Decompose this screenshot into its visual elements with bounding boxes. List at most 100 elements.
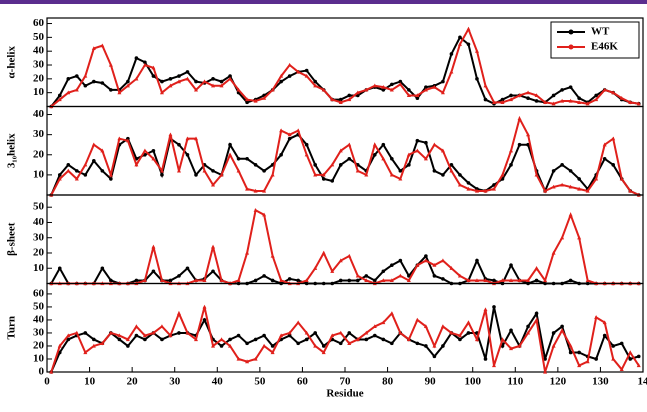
point — [66, 169, 70, 173]
point — [75, 169, 79, 173]
point — [535, 266, 539, 270]
point — [441, 324, 445, 328]
point — [399, 259, 403, 263]
point — [271, 279, 275, 283]
point — [509, 263, 513, 267]
point — [134, 324, 138, 328]
point — [433, 355, 437, 359]
point — [330, 179, 334, 183]
point — [424, 141, 428, 145]
point — [254, 163, 258, 167]
point — [322, 251, 326, 255]
point — [347, 279, 351, 283]
point — [382, 143, 386, 147]
point — [373, 143, 377, 147]
point — [466, 320, 470, 324]
point — [416, 342, 420, 346]
x-axis-label: Residue — [326, 388, 363, 400]
top-bar — [0, 0, 647, 4]
point — [569, 85, 573, 89]
point — [450, 52, 454, 56]
point — [305, 143, 309, 147]
point — [407, 163, 411, 167]
point — [628, 357, 632, 361]
point — [254, 338, 258, 342]
point — [467, 331, 471, 335]
point — [126, 344, 130, 348]
point — [441, 277, 445, 281]
point — [271, 173, 275, 177]
point — [186, 70, 190, 74]
point — [603, 157, 607, 161]
point — [458, 338, 462, 342]
x-tick-label: 110 — [507, 376, 523, 388]
point — [220, 337, 224, 341]
point — [637, 355, 641, 359]
y-tick-label: 30 — [33, 59, 45, 71]
x-tick-label: 90 — [425, 376, 437, 388]
y-tick-label: 30 — [33, 231, 45, 243]
point — [101, 266, 105, 270]
point — [143, 338, 147, 342]
point — [109, 88, 113, 92]
point — [84, 173, 88, 177]
plot-frame — [47, 195, 643, 284]
y-tick-label: 50 — [33, 201, 45, 213]
x-tick-label: 60 — [297, 376, 309, 388]
point — [58, 94, 62, 98]
point — [288, 74, 292, 78]
point — [211, 77, 215, 81]
point — [433, 274, 437, 278]
point — [220, 344, 224, 348]
point — [237, 157, 241, 161]
point — [211, 245, 215, 249]
point — [347, 94, 351, 98]
point — [483, 307, 487, 311]
point — [143, 149, 147, 153]
point — [467, 181, 471, 185]
point — [611, 136, 615, 140]
point — [84, 331, 88, 335]
point — [262, 274, 266, 278]
y-axis-label: α-helix — [6, 46, 18, 79]
point — [390, 263, 394, 267]
point — [382, 269, 386, 273]
y-tick-label: 30 — [33, 326, 45, 338]
point — [296, 342, 300, 346]
x-tick-label: 0 — [44, 376, 50, 388]
point — [492, 305, 496, 309]
point — [560, 88, 564, 92]
point — [611, 163, 615, 167]
point — [245, 157, 249, 161]
y-tick-label: 20 — [33, 72, 45, 84]
y-tick-label: 20 — [33, 148, 45, 160]
y-tick-label: 20 — [33, 247, 45, 259]
point — [347, 157, 351, 161]
point — [441, 173, 445, 177]
point — [458, 173, 462, 177]
point — [152, 149, 156, 153]
point — [305, 69, 309, 73]
x-tick-label: 50 — [254, 376, 266, 388]
point — [475, 77, 479, 81]
point — [484, 357, 488, 361]
y-tick-label: 50 — [33, 300, 45, 312]
y-axis-label: 3₁₀helix — [6, 133, 18, 168]
point — [160, 338, 164, 342]
point — [484, 98, 488, 102]
point — [560, 163, 564, 167]
point — [160, 173, 164, 177]
point — [322, 177, 326, 181]
y-tick-label: 60 — [33, 287, 45, 299]
point — [228, 338, 232, 342]
point — [373, 334, 377, 338]
point — [279, 153, 283, 157]
point — [416, 139, 420, 143]
y-tick-label: 30 — [33, 128, 45, 140]
point — [118, 338, 122, 342]
point — [92, 143, 96, 147]
point — [194, 80, 198, 84]
point — [279, 80, 283, 84]
point — [628, 350, 632, 354]
point — [101, 169, 105, 173]
